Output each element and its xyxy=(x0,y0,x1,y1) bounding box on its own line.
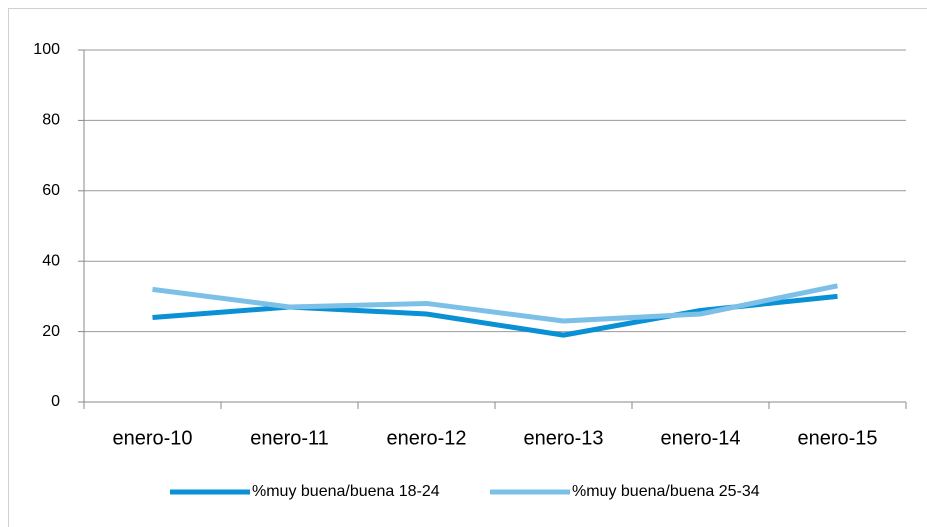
legend-label: %muy buena/buena 25-34 xyxy=(572,483,760,500)
x-tick-label: enero-10 xyxy=(112,427,192,449)
legend-label: %muy buena/buena 18-24 xyxy=(252,483,440,500)
y-tick-label: 0 xyxy=(51,393,60,410)
x-tick-label: enero-13 xyxy=(523,427,603,449)
y-tick-label: 40 xyxy=(42,252,60,269)
x-tick-label: enero-14 xyxy=(660,427,740,449)
y-tick-label: 60 xyxy=(42,182,60,199)
y-tick-label: 100 xyxy=(33,41,60,58)
y-tick-label: 80 xyxy=(42,112,60,129)
x-tick-label: enero-11 xyxy=(250,427,329,449)
chart-border xyxy=(8,8,927,527)
x-tick-label: enero-15 xyxy=(797,427,877,449)
y-tick-label: 20 xyxy=(42,323,60,340)
series-line xyxy=(152,283,839,324)
x-tick-label: enero-12 xyxy=(386,427,466,449)
